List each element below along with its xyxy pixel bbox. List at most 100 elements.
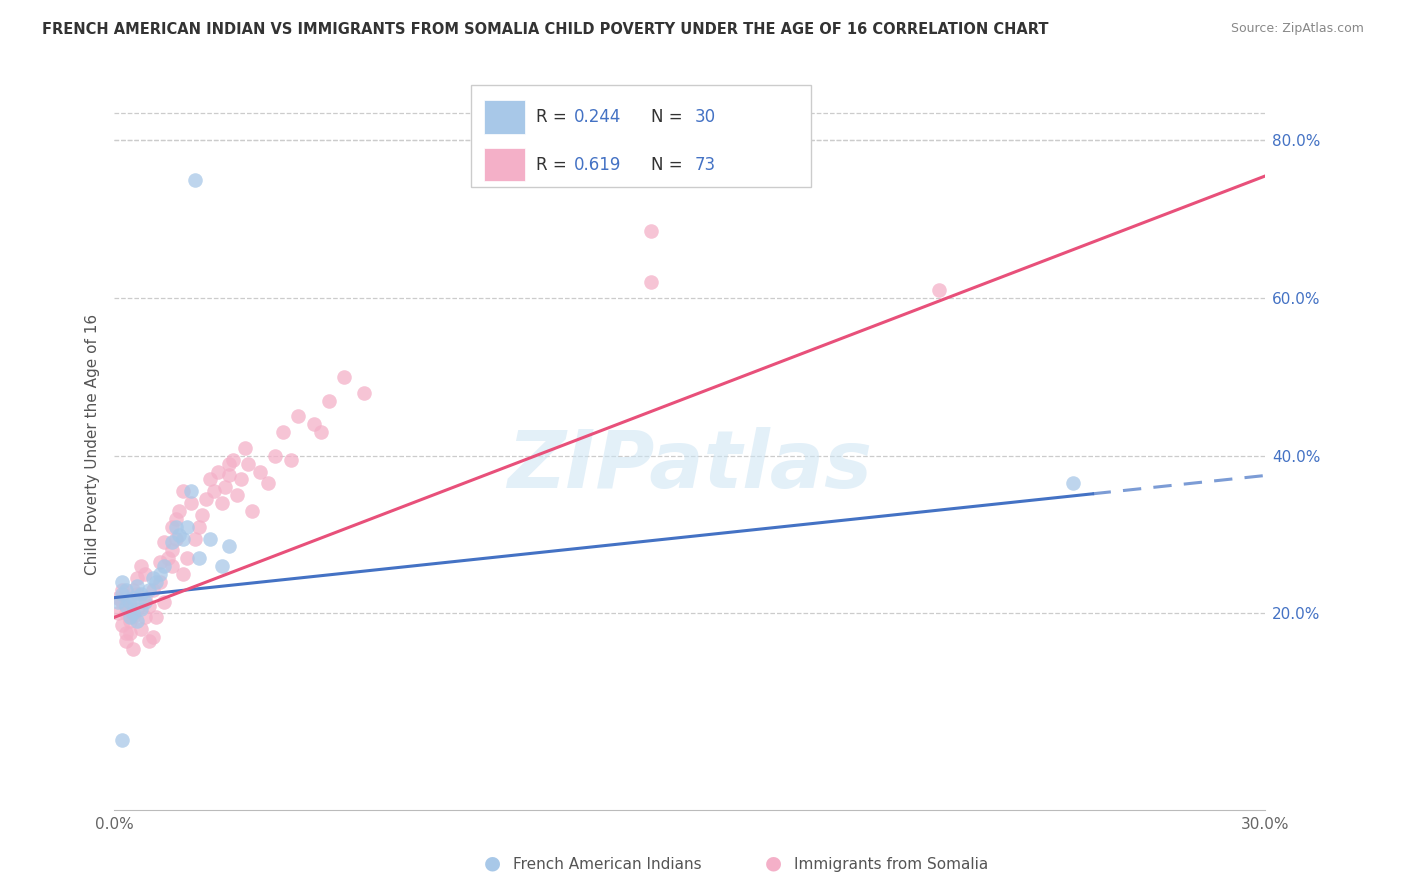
Point — [153, 594, 176, 608]
Point — [172, 532, 194, 546]
Point — [169, 527, 191, 541]
Point — [928, 283, 950, 297]
Point — [160, 519, 183, 533]
Point — [107, 607, 129, 621]
Point — [184, 173, 207, 187]
Point — [211, 559, 233, 574]
Point — [240, 504, 263, 518]
Point — [640, 276, 662, 290]
Text: R =: R = — [536, 156, 576, 174]
Point — [302, 417, 325, 432]
Point — [138, 582, 160, 597]
Point — [218, 457, 240, 471]
Point — [118, 610, 141, 624]
Text: FRENCH AMERICAN INDIAN VS IMMIGRANTS FROM SOMALIA CHILD POVERTY UNDER THE AGE OF: FRENCH AMERICAN INDIAN VS IMMIGRANTS FRO… — [42, 22, 1049, 37]
Point — [127, 587, 149, 601]
Point — [134, 610, 156, 624]
Point — [118, 626, 141, 640]
Point — [198, 472, 221, 486]
Point — [134, 566, 156, 581]
Point — [138, 599, 160, 613]
Point — [127, 602, 149, 616]
Point — [111, 618, 134, 632]
Point — [218, 540, 240, 554]
Text: 0.619: 0.619 — [574, 156, 621, 174]
Point — [129, 602, 152, 616]
Text: N =: N = — [651, 156, 688, 174]
Text: Source: ZipAtlas.com: Source: ZipAtlas.com — [1230, 22, 1364, 36]
Point — [134, 591, 156, 605]
Point — [333, 370, 356, 384]
Point — [238, 457, 260, 471]
Point — [160, 559, 183, 574]
Point — [1062, 476, 1084, 491]
Point — [311, 425, 333, 439]
Point — [165, 519, 187, 533]
Point — [118, 599, 141, 613]
Point — [318, 393, 340, 408]
Point — [122, 582, 145, 597]
FancyBboxPatch shape — [471, 85, 811, 187]
Point — [640, 224, 662, 238]
Point — [122, 641, 145, 656]
Point — [187, 519, 209, 533]
Point — [149, 566, 172, 581]
Point — [129, 559, 152, 574]
Text: ●: ● — [484, 854, 501, 872]
Point — [198, 532, 221, 546]
Point — [233, 441, 256, 455]
Point — [149, 555, 172, 569]
Point — [160, 535, 183, 549]
Point — [111, 594, 134, 608]
Point — [127, 571, 149, 585]
Text: French American Indians: French American Indians — [513, 857, 702, 872]
Point — [114, 582, 136, 597]
Point — [218, 468, 240, 483]
Point — [184, 532, 207, 546]
Point — [111, 574, 134, 589]
Point — [122, 607, 145, 621]
Point — [169, 504, 191, 518]
Point — [187, 551, 209, 566]
Point — [129, 622, 152, 636]
Point — [142, 571, 165, 585]
Text: ZIPatlas: ZIPatlas — [508, 427, 872, 505]
Y-axis label: Child Poverty Under the Age of 16: Child Poverty Under the Age of 16 — [86, 313, 100, 574]
FancyBboxPatch shape — [484, 148, 524, 181]
Text: ●: ● — [765, 854, 782, 872]
Point — [134, 594, 156, 608]
Point — [111, 587, 134, 601]
Point — [145, 574, 167, 589]
Point — [111, 732, 134, 747]
Point — [153, 535, 176, 549]
Point — [353, 385, 375, 400]
Point — [160, 543, 183, 558]
Point — [211, 496, 233, 510]
Point — [176, 519, 198, 533]
Point — [129, 587, 152, 601]
Point — [264, 449, 287, 463]
Point — [207, 465, 229, 479]
Point — [114, 599, 136, 613]
Point — [191, 508, 214, 522]
Point — [172, 566, 194, 581]
Point — [138, 634, 160, 648]
Point — [176, 551, 198, 566]
Point — [229, 472, 252, 486]
Point — [180, 496, 202, 510]
Point — [165, 532, 187, 546]
Point — [214, 480, 236, 494]
Point — [202, 484, 225, 499]
Point — [122, 591, 145, 605]
Point — [195, 492, 218, 507]
Point — [114, 607, 136, 621]
Point — [107, 591, 129, 605]
Text: R =: R = — [536, 108, 572, 126]
Point — [122, 610, 145, 624]
Text: 0.244: 0.244 — [574, 108, 621, 126]
Point — [114, 626, 136, 640]
Point — [153, 559, 176, 574]
Point — [149, 574, 172, 589]
Point — [114, 634, 136, 648]
Point — [249, 465, 271, 479]
